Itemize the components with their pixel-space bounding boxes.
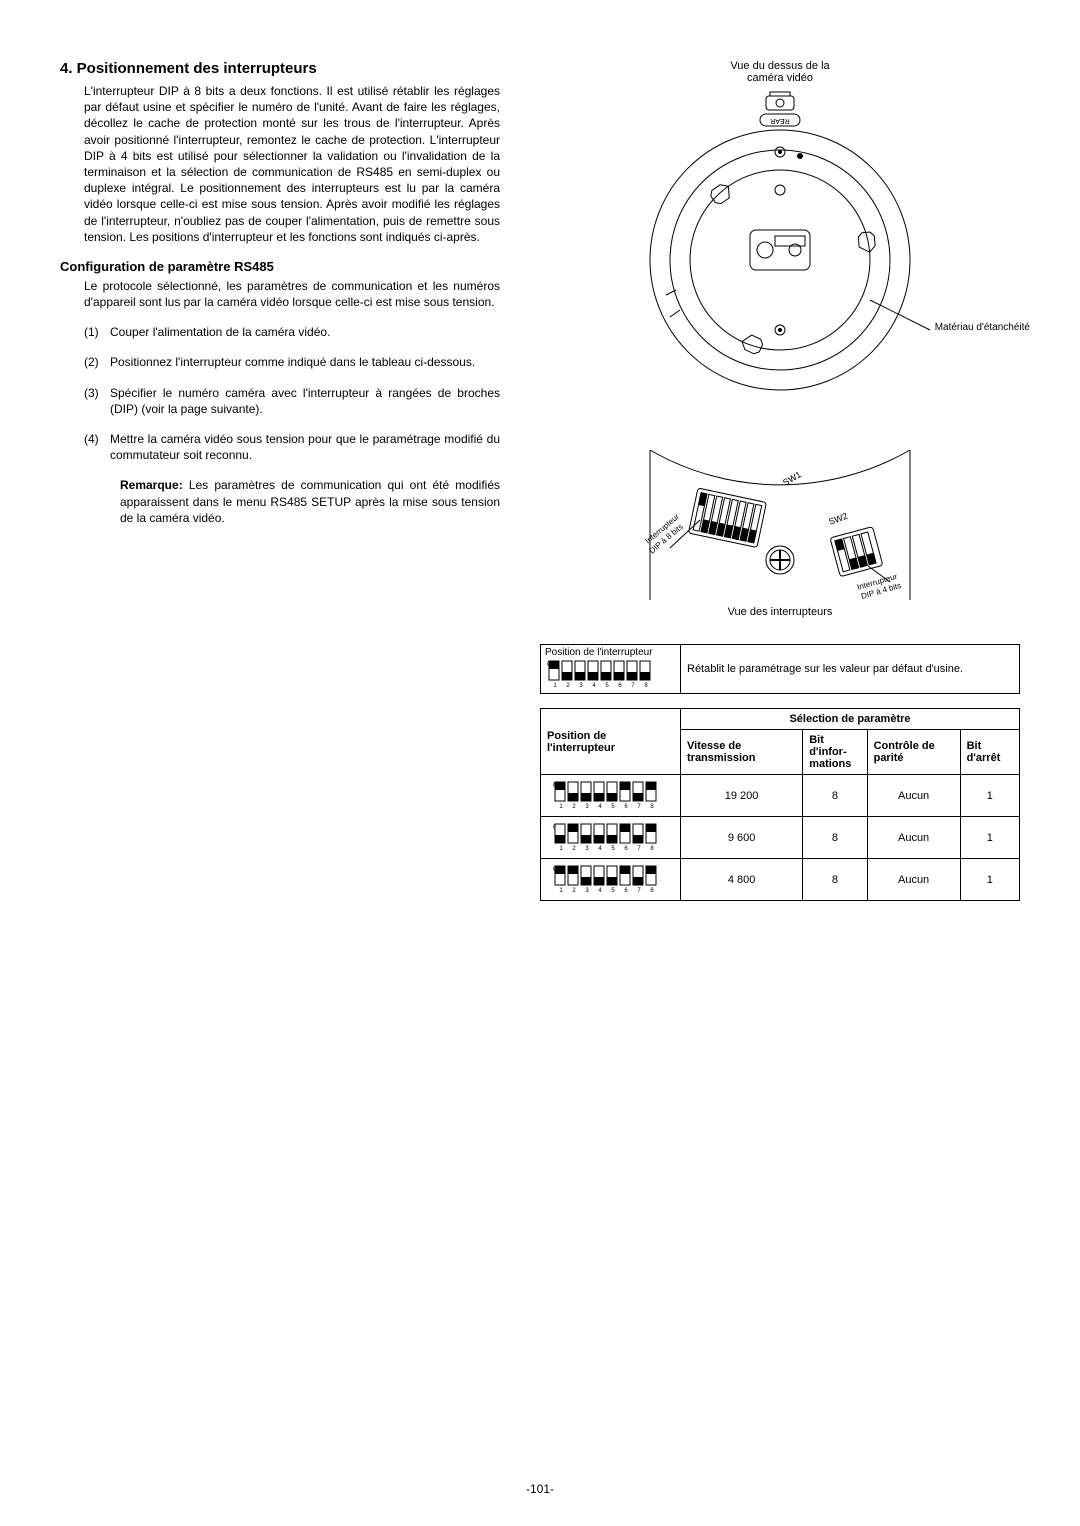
svg-text:3: 3 xyxy=(585,804,589,809)
dip-cell: ON 1234 5678 xyxy=(541,859,681,901)
col-header: Contrôle de parité xyxy=(867,730,960,775)
reset-pos-cell: Position de l'interrupteur ON 1234 5678 xyxy=(541,645,681,694)
col-header: Bit d'arrêt xyxy=(960,730,1019,775)
table-cell: Aucun xyxy=(867,817,960,859)
table-cell: 8 xyxy=(803,775,867,817)
step-number: (2) xyxy=(84,354,110,370)
switch-view-diagram: SW1 SW2 xyxy=(620,430,940,600)
svg-text:5: 5 xyxy=(611,846,615,851)
list-item: (4) Mettre la caméra vidéo sous tension … xyxy=(84,431,500,463)
sub-heading: Configuration de paramètre RS485 xyxy=(60,259,500,274)
step-number: (4) xyxy=(84,431,110,463)
page-number: -101- xyxy=(0,1482,1080,1496)
step-number: (1) xyxy=(84,324,110,340)
top-diagram-caption: Vue du dessus de la caméra vidéo xyxy=(730,60,829,84)
svg-text:8: 8 xyxy=(650,804,654,809)
param-table: Position de l'interrupteur Sélection de … xyxy=(540,708,1020,901)
svg-text:8: 8 xyxy=(644,683,648,688)
svg-text:7: 7 xyxy=(637,846,641,851)
table-cell: 1 xyxy=(960,817,1019,859)
step-text: Positionnez l'interrupteur comme indiqué… xyxy=(110,354,475,370)
svg-text:6: 6 xyxy=(624,846,628,851)
svg-text:5: 5 xyxy=(611,888,615,893)
svg-text:3: 3 xyxy=(579,683,583,688)
list-item: (3) Spécifier le numéro caméra avec l'in… xyxy=(84,385,500,417)
reset-desc: Rétablit le paramétrage sur les valeur p… xyxy=(681,645,1020,694)
svg-text:2: 2 xyxy=(572,888,576,893)
dip-cell: ON 1234 5678 xyxy=(541,817,681,859)
table-row: ON 1234 5678 9 6008Aucun1 xyxy=(541,817,1020,859)
step-text: Mettre la caméra vidéo sous tension pour… xyxy=(110,431,500,463)
list-item: (2) Positionnez l'interrupteur comme ind… xyxy=(84,354,500,370)
svg-text:4: 4 xyxy=(598,846,602,851)
svg-text:8: 8 xyxy=(650,888,654,893)
table-cell: 8 xyxy=(803,817,867,859)
table-cell: 4 800 xyxy=(681,859,803,901)
col-header: Vitesse de transmission xyxy=(681,730,803,775)
svg-text:7: 7 xyxy=(637,804,641,809)
svg-text:2: 2 xyxy=(572,846,576,851)
step-list: (1) Couper l'alimentation de la caméra v… xyxy=(84,324,500,463)
svg-text:1: 1 xyxy=(559,804,563,809)
sw2-label: SW2 xyxy=(827,511,849,527)
dip-cell: ON 1234 5678 xyxy=(541,775,681,817)
table-row: ON 1234 5678 19 2008Aucun1 xyxy=(541,775,1020,817)
main-paragraph: L'interrupteur DIP à 8 bits a deux fonct… xyxy=(84,83,500,245)
diagram-container: Vue du dessus de la caméra vidéo REAR xyxy=(540,60,1020,624)
table-cell: 9 600 xyxy=(681,817,803,859)
svg-text:4: 4 xyxy=(598,804,602,809)
table-cell: Aucun xyxy=(867,775,960,817)
svg-text:5: 5 xyxy=(605,683,609,688)
dip-switch-icon: ON 1234 5678 xyxy=(545,658,665,688)
step-text: Spécifier le numéro caméra avec l'interr… xyxy=(110,385,500,417)
param-pos-header: Position de l'interrupteur xyxy=(541,709,681,775)
svg-text:4: 4 xyxy=(598,888,602,893)
svg-text:3: 3 xyxy=(585,846,589,851)
list-item: (1) Couper l'alimentation de la caméra v… xyxy=(84,324,500,340)
svg-text:6: 6 xyxy=(624,888,628,893)
table-cell: 1 xyxy=(960,775,1019,817)
svg-text:1: 1 xyxy=(553,683,557,688)
step-number: (3) xyxy=(84,385,110,417)
table-cell: 8 xyxy=(803,859,867,901)
svg-text:5: 5 xyxy=(611,804,615,809)
table-row: ON 1234 5678 4 8008Aucun1 xyxy=(541,859,1020,901)
svg-text:6: 6 xyxy=(618,683,622,688)
svg-text:1: 1 xyxy=(559,846,563,851)
remark: Remarque: Les paramètres de communicatio… xyxy=(120,477,500,526)
svg-text:4: 4 xyxy=(592,683,596,688)
reset-pos-label: Position de l'interrupteur xyxy=(545,647,676,658)
step-text: Couper l'alimentation de la caméra vidéo… xyxy=(110,324,330,340)
bottom-diagram-caption: Vue des interrupteurs xyxy=(728,606,833,618)
svg-text:2: 2 xyxy=(572,804,576,809)
svg-text:8: 8 xyxy=(650,846,654,851)
remark-label: Remarque: xyxy=(120,478,183,492)
svg-text:2: 2 xyxy=(566,683,570,688)
reset-table: Position de l'interrupteur ON 1234 5678 … xyxy=(540,644,1020,694)
param-sel-header: Sélection de paramètre xyxy=(681,709,1020,730)
camera-top-view-diagram: REAR xyxy=(620,90,940,420)
rear-label-text: REAR xyxy=(770,117,789,124)
table-cell: 1 xyxy=(960,859,1019,901)
sub-paragraph: Le protocole sélectionné, les paramètres… xyxy=(84,278,500,310)
svg-text:6: 6 xyxy=(624,804,628,809)
section-title: 4. Positionnement des interrupteurs xyxy=(60,60,500,77)
svg-text:3: 3 xyxy=(585,888,589,893)
svg-text:7: 7 xyxy=(631,683,635,688)
svg-text:1: 1 xyxy=(559,888,563,893)
svg-text:7: 7 xyxy=(637,888,641,893)
table-cell: 19 200 xyxy=(681,775,803,817)
seal-label: Matériau d'étanchéité xyxy=(935,322,1030,333)
col-header: Bit d'infor- mations xyxy=(803,730,867,775)
table-cell: Aucun xyxy=(867,859,960,901)
